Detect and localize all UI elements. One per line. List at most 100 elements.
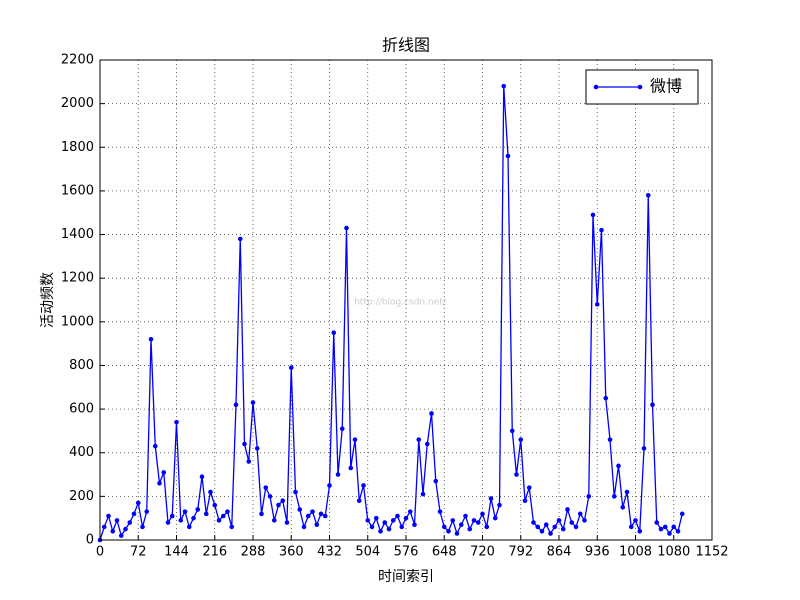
data-point — [301, 524, 307, 530]
data-point — [169, 513, 175, 519]
x-tick-label: 1152 — [695, 545, 728, 560]
data-point — [225, 509, 230, 514]
data-point — [152, 443, 158, 449]
y-tick-label: 400 — [69, 445, 94, 460]
data-point — [463, 513, 468, 519]
data-point — [441, 524, 447, 530]
data-point — [216, 518, 222, 523]
data-point — [276, 502, 281, 508]
y-tick-label: 600 — [69, 402, 94, 417]
data-point — [199, 474, 205, 480]
data-point — [271, 518, 277, 523]
y-tick-label: 1200 — [61, 271, 94, 286]
data-point — [361, 483, 366, 488]
data-point — [650, 402, 655, 408]
data-point — [318, 511, 324, 517]
y-tick-label: 800 — [69, 358, 94, 373]
data-point — [203, 511, 209, 517]
legend-marker — [593, 84, 599, 90]
x-tick-label: 1080 — [657, 545, 690, 560]
data-point — [560, 526, 566, 532]
data-point — [182, 509, 188, 514]
data-point — [480, 511, 485, 517]
data-point — [280, 498, 286, 504]
x-tick-label: 504 — [355, 545, 380, 560]
data-point — [539, 528, 545, 534]
data-point — [327, 483, 332, 488]
y-tick-label: 200 — [69, 489, 94, 504]
data-point — [420, 491, 426, 497]
data-point — [458, 522, 464, 528]
data-point — [305, 513, 311, 519]
data-point — [611, 494, 617, 499]
data-point — [220, 513, 226, 519]
data-point — [573, 524, 579, 530]
data-point — [599, 227, 604, 233]
data-point — [322, 513, 328, 519]
data-point — [552, 524, 558, 530]
data-point — [114, 518, 120, 523]
data-point — [369, 524, 375, 530]
data-point — [195, 507, 201, 512]
data-point — [135, 500, 141, 506]
data-point — [518, 437, 524, 442]
data-point — [382, 520, 388, 525]
y-tick-label: 0 — [86, 533, 94, 548]
data-point — [250, 400, 256, 405]
data-point — [637, 528, 643, 534]
data-point — [178, 518, 184, 523]
data-point — [191, 515, 196, 521]
plot-frame — [99, 59, 713, 541]
chart-title: 折线图 — [382, 36, 430, 55]
data-point — [569, 520, 575, 525]
watermark: http://blog.csdn.net/ — [354, 298, 447, 308]
data-point — [628, 524, 634, 530]
data-point — [339, 426, 345, 432]
data-point — [662, 524, 668, 530]
y-tick-label: 1000 — [61, 314, 94, 329]
data-point — [348, 465, 354, 471]
data-point — [450, 518, 456, 523]
data-point — [641, 446, 647, 451]
x-tick-label: 216 — [202, 545, 227, 560]
x-tick-label: 360 — [279, 545, 304, 560]
data-point — [475, 520, 481, 525]
legend-label: 微博 — [650, 77, 682, 96]
data-point — [356, 498, 362, 504]
data-point — [633, 518, 638, 523]
x-tick-label: 936 — [585, 545, 610, 560]
data-point — [161, 470, 167, 475]
data-point — [488, 496, 494, 501]
data-point — [543, 522, 549, 528]
data-point — [403, 515, 409, 521]
data-point — [344, 225, 349, 231]
data-point — [505, 153, 511, 159]
data-point — [390, 518, 396, 523]
x-tick-label: 1008 — [619, 545, 652, 560]
x-tick-label: 720 — [470, 545, 495, 560]
data-point — [654, 520, 660, 525]
data-point — [603, 395, 609, 401]
data-point — [259, 511, 264, 517]
data-point — [667, 531, 672, 536]
data-point — [607, 437, 613, 442]
data-point — [509, 428, 515, 434]
data-point — [501, 83, 507, 89]
data-point — [531, 520, 536, 525]
data-point — [246, 459, 252, 464]
data-point — [237, 236, 243, 242]
data-point — [492, 515, 498, 521]
data-point — [548, 531, 553, 536]
data-point — [535, 524, 541, 530]
data-point — [412, 522, 417, 528]
x-tick-label: 648 — [432, 545, 457, 560]
x-axis-label: 时间索引 — [378, 568, 434, 585]
y-tick-label: 1800 — [61, 140, 94, 155]
data-point — [594, 302, 600, 307]
data-point — [127, 520, 133, 525]
data-point — [675, 528, 681, 534]
data-point — [233, 402, 239, 408]
data-point — [395, 513, 400, 519]
data-point — [331, 330, 337, 336]
